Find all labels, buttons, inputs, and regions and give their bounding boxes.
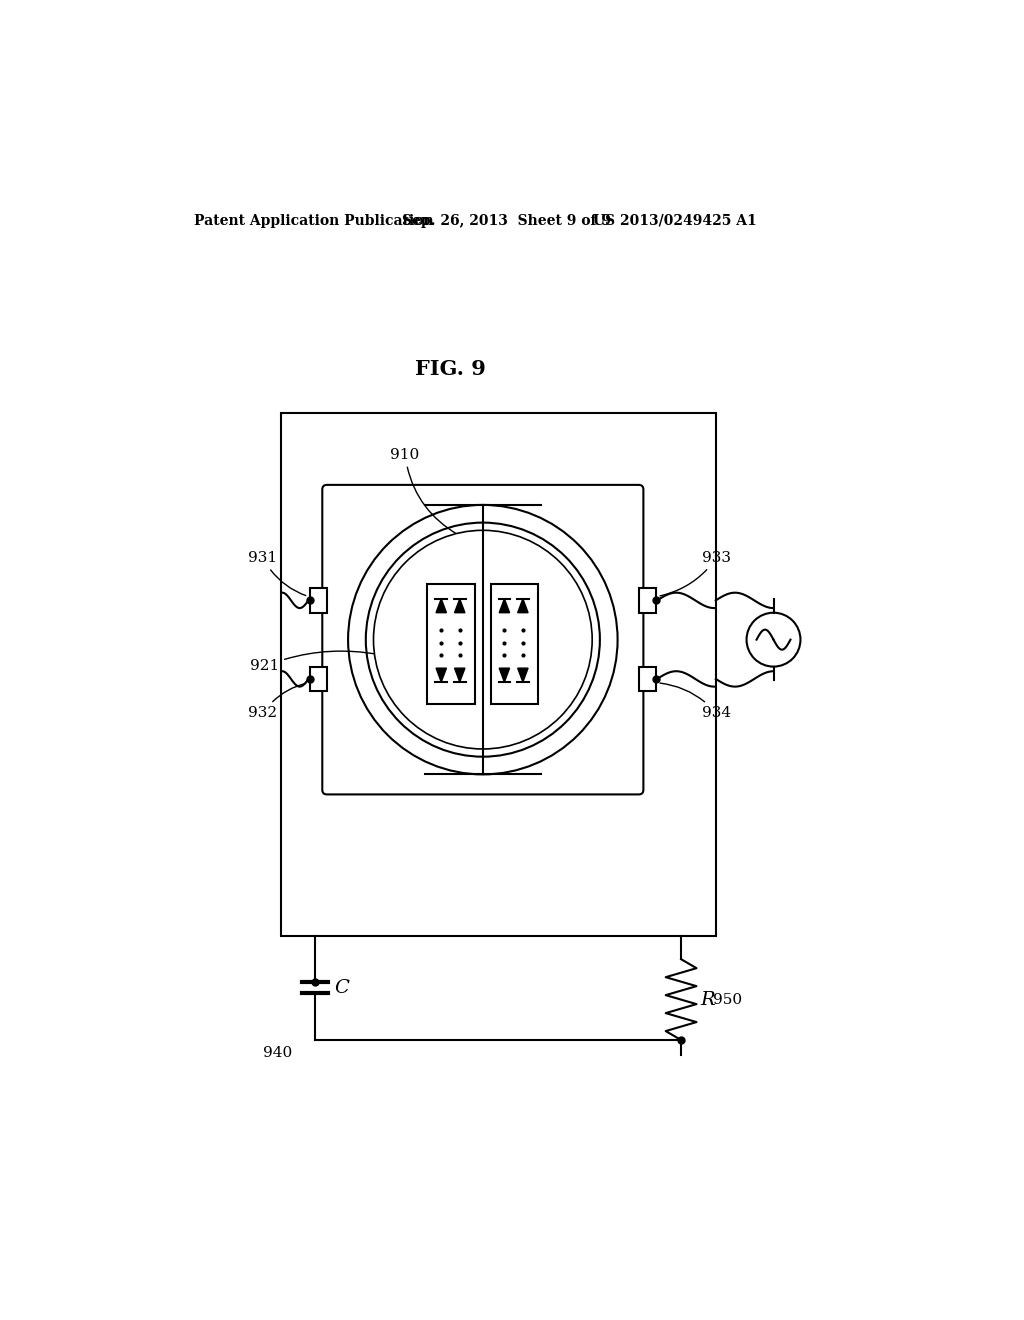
Circle shape: [374, 531, 592, 748]
Text: 934: 934: [660, 682, 731, 721]
Polygon shape: [518, 668, 528, 682]
Text: US 2013/0249425 A1: US 2013/0249425 A1: [593, 214, 757, 228]
Text: R: R: [700, 990, 715, 1008]
Text: 940: 940: [263, 1047, 292, 1060]
Bar: [639, 589, 655, 612]
Text: 950: 950: [714, 993, 742, 1007]
Bar: [310, 667, 327, 692]
Text: 931: 931: [249, 550, 306, 595]
Text: C: C: [335, 978, 349, 997]
Text: 932: 932: [249, 684, 306, 721]
Circle shape: [366, 523, 600, 756]
Text: Sep. 26, 2013  Sheet 9 of 9: Sep. 26, 2013 Sheet 9 of 9: [401, 214, 610, 228]
Polygon shape: [499, 668, 510, 682]
Polygon shape: [518, 599, 528, 612]
FancyBboxPatch shape: [323, 484, 643, 795]
Text: 933: 933: [659, 550, 731, 595]
Text: 921: 921: [250, 651, 379, 673]
Polygon shape: [455, 668, 465, 682]
Polygon shape: [436, 668, 446, 682]
Text: 910: 910: [390, 447, 458, 535]
Text: FIG. 9: FIG. 9: [415, 359, 485, 379]
Polygon shape: [499, 599, 510, 612]
Text: Patent Application Publication: Patent Application Publication: [194, 214, 433, 228]
Polygon shape: [455, 599, 465, 612]
Bar: [281, 413, 716, 936]
Bar: [639, 667, 655, 692]
Circle shape: [746, 612, 801, 667]
Circle shape: [348, 506, 617, 775]
Bar: [427, 585, 475, 704]
Text: 922: 922: [525, 619, 568, 673]
Bar: [310, 589, 327, 612]
Bar: [490, 585, 539, 704]
Polygon shape: [436, 599, 446, 612]
